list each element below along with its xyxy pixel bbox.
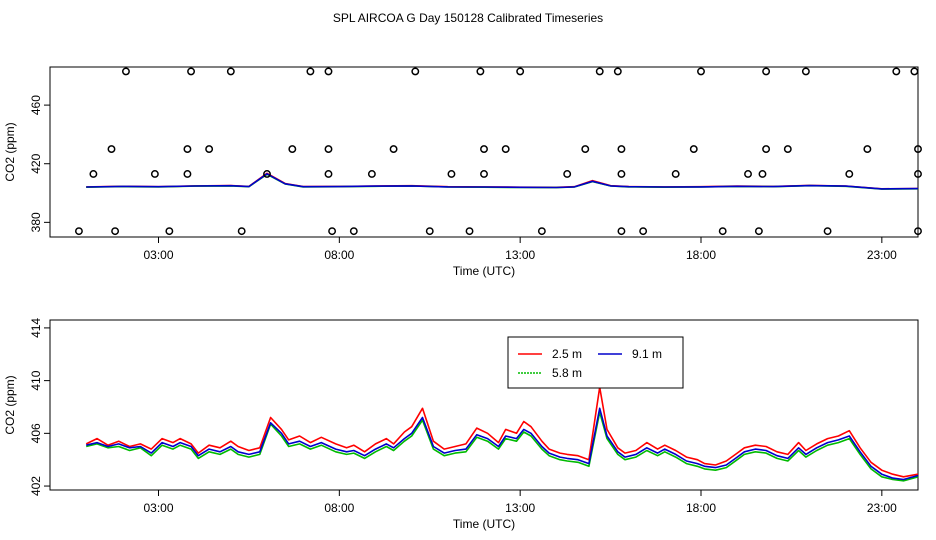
flag-point [914, 145, 922, 154]
flag-point [914, 170, 922, 178]
flag-point [74, 227, 83, 236]
y-tick-label: 402 [29, 476, 43, 496]
flag-point [324, 145, 333, 154]
flag-point [447, 170, 456, 178]
flag-point [465, 227, 474, 236]
y-tick-label: 460 [29, 95, 43, 115]
x-tick-label: 18:00 [686, 501, 716, 515]
flag-point [595, 67, 604, 76]
flag-point [516, 67, 525, 76]
flag-point [617, 170, 626, 178]
y-tick-label: 420 [29, 153, 43, 173]
flag-point [801, 67, 810, 76]
flag-point [306, 67, 315, 76]
plot-frame [49, 319, 919, 491]
figure-title: SPL AIRCOA G Day 150128 Calibrated Times… [333, 11, 603, 25]
flag-point [613, 67, 622, 76]
flag-point [183, 170, 192, 178]
flag-point [563, 170, 572, 178]
flag-point [349, 227, 358, 236]
flag-point [914, 227, 922, 236]
flag-point [480, 170, 488, 178]
x-tick-label: 23:00 [867, 501, 897, 515]
flag-point [762, 145, 771, 154]
y-axis-label: CO2 (ppm) [3, 122, 17, 181]
x-tick-label: 03:00 [143, 501, 173, 515]
flag-point [165, 227, 174, 236]
flag-point [744, 170, 752, 178]
flag-point [480, 145, 488, 154]
flag-point [226, 67, 235, 76]
x-tick-label: 08:00 [324, 248, 354, 262]
flag-point [689, 145, 698, 154]
flag-point [411, 67, 420, 76]
x-tick-label: 23:00 [867, 248, 897, 262]
x-tick-label: 13:00 [505, 501, 535, 515]
flag-point [697, 67, 705, 76]
y-tick-label: 414 [29, 318, 43, 338]
flag-point [389, 145, 398, 154]
series-line-2-5-m [85, 386, 919, 478]
flag-point [89, 170, 98, 178]
flag-point [581, 145, 590, 154]
y-axis-label: CO2 (ppm) [3, 375, 17, 434]
x-tick-label: 03:00 [143, 248, 173, 262]
top-panel: 03:00 08:00 13:00 18:00 23:00 380 420 460 Time (… [3, 66, 922, 278]
flag-point [288, 145, 297, 154]
legend-box [507, 336, 684, 389]
flag-point [425, 227, 434, 236]
flag-point [671, 170, 680, 178]
y-tick-label: 406 [29, 423, 43, 443]
x-axis-label: Time (UTC) [453, 264, 515, 278]
flag-point [639, 227, 648, 236]
series-line-5-8-m [86, 411, 919, 482]
flag-point [205, 145, 214, 154]
flag-point [367, 170, 376, 178]
legend-label: 9.1 m [632, 347, 662, 361]
flag-point [845, 170, 854, 178]
flag-point [237, 227, 246, 236]
flag-point [183, 145, 192, 154]
x-tick-label: 08:00 [324, 501, 354, 515]
flag-point [783, 145, 792, 154]
x-axis-label: Time (UTC) [453, 517, 515, 531]
flag-point [910, 67, 919, 76]
flag-point [476, 67, 485, 76]
flag-point [754, 227, 763, 236]
bottom-panel: 03:00 08:00 13:00 18:00 23:00 402 406 410 414 Tim… [3, 318, 919, 531]
flag-point [863, 145, 872, 154]
flag-point [324, 67, 333, 76]
flag-point [501, 145, 510, 154]
flag-point [892, 67, 901, 76]
flag-point [537, 227, 546, 236]
series-line-9-1-m [86, 407, 919, 481]
flag-point [718, 227, 727, 236]
flag-point [762, 67, 771, 76]
flag-point [107, 145, 116, 154]
legend: 2.5 m 9.1 m 5.8 m [507, 336, 684, 389]
flag-point [111, 227, 120, 236]
flag-point [324, 170, 333, 178]
y-tick-label: 410 [29, 370, 43, 390]
series-line [86, 173, 919, 190]
flag-point [617, 145, 626, 154]
x-tick-label: 18:00 [686, 248, 716, 262]
flag-point [263, 170, 271, 178]
flag-point [823, 227, 832, 236]
flag-point [150, 170, 159, 178]
legend-label: 5.8 m [552, 366, 582, 380]
y-tick-label: 380 [29, 212, 43, 232]
flag-point [187, 67, 196, 76]
legend-label: 2.5 m [552, 347, 582, 361]
flag-point [328, 227, 337, 236]
flag-point [617, 227, 626, 236]
flag-point [758, 170, 767, 178]
flag-point [122, 67, 130, 76]
x-tick-label: 13:00 [505, 248, 535, 262]
